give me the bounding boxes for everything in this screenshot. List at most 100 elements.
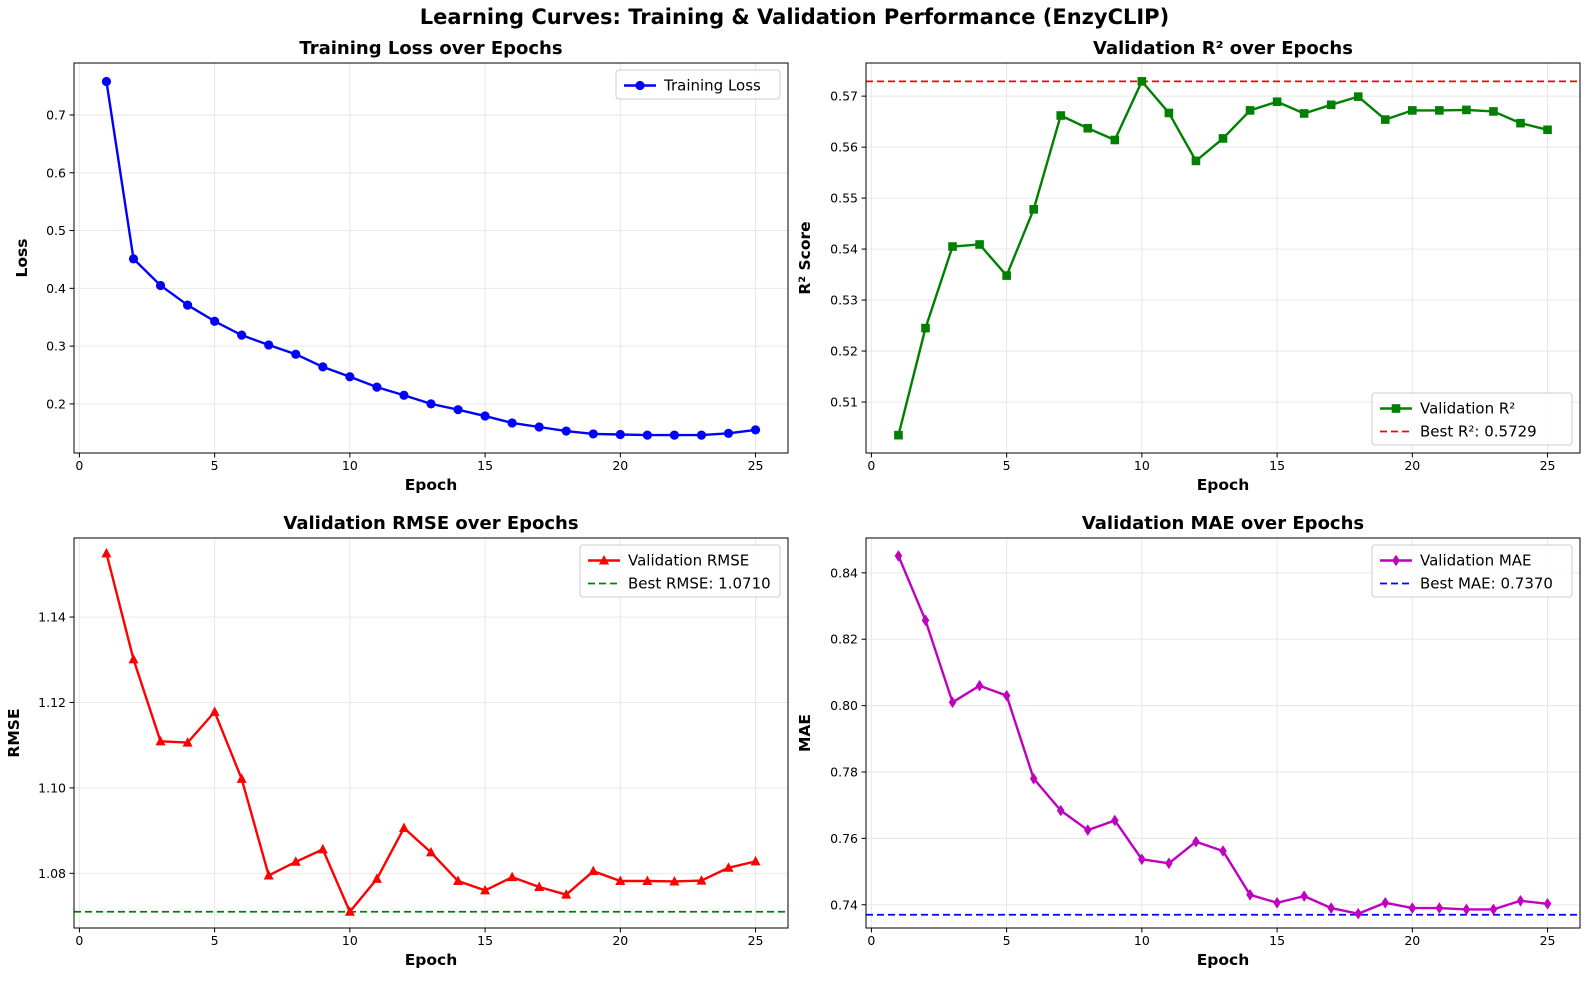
validation-r2-y-tick-label-3: 0.54 — [830, 242, 858, 257]
validation-r2-x-tick-label-2: 10 — [1134, 458, 1150, 473]
validation-r2-point-2 — [921, 323, 930, 333]
validation-mae-point-13 — [1219, 845, 1227, 857]
validation-r2-y-tick-label-2: 0.53 — [830, 293, 858, 308]
validation-rmse-legend-marker-0 — [599, 555, 609, 565]
validation-r2-point-23 — [1489, 107, 1498, 116]
training-loss-point-17 — [534, 422, 544, 432]
validation-r2-point-17 — [1326, 100, 1336, 110]
validation-r2-point-18 — [1353, 92, 1363, 101]
validation-r2-point-13 — [1218, 134, 1228, 143]
validation-mae-point-7 — [1056, 804, 1065, 817]
validation-rmse-point-5 — [209, 706, 220, 716]
validation-mae-point-11 — [1165, 857, 1173, 870]
validation-rmse-x-tick-label-0: 0 — [75, 933, 83, 948]
training-loss-point-8 — [291, 349, 301, 359]
validation-rmse-panel: 0 5 10 15 20 25 1.08 1.10 1.12 1.14 Validation RMS… — [5, 513, 789, 969]
training-loss-x-tick-label-0: 0 — [75, 458, 83, 473]
validation-r2-point-4 — [975, 240, 984, 249]
validation-r2-x-tick-label-1: 5 — [1003, 458, 1011, 473]
validation-mae-point-23 — [1489, 903, 1498, 916]
validation-mae-point-10 — [1138, 853, 1146, 866]
validation-r2-x-tick-label-5: 25 — [1540, 458, 1556, 473]
validation-mae-x-tick-label-1: 5 — [1003, 933, 1011, 948]
validation-mae-point-15 — [1273, 896, 1281, 909]
training-loss-point-12 — [399, 390, 409, 400]
validation-r2-x-tick-label-0: 0 — [867, 458, 875, 473]
training-loss-point-20 — [615, 429, 625, 440]
validation-rmse-point-10 — [344, 906, 355, 916]
validation-rmse-point-19 — [588, 865, 599, 876]
validation-r2-y-label: R² Score — [796, 221, 814, 294]
training-loss-point-14 — [453, 405, 463, 415]
validation-mae-point-4 — [975, 679, 984, 692]
validation-mae-point-6 — [1029, 772, 1038, 785]
validation-r2-point-20 — [1408, 106, 1417, 115]
validation-rmse-y-tick-label-0: 1.08 — [38, 866, 66, 881]
validation-rmse-point-13 — [426, 846, 436, 857]
validation-mae-y-tick-label-2: 0.78 — [830, 765, 858, 780]
validation-rmse-legend-box — [579, 544, 781, 598]
validation-mae-point-5 — [1002, 689, 1011, 702]
validation-mae-y-tick-label-1: 0.76 — [830, 831, 858, 846]
training-loss-y-label: Loss — [13, 239, 31, 278]
training-loss-point-25 — [750, 425, 761, 435]
training-loss-axes-frame — [73, 62, 789, 454]
training-loss-y-tick-label-1: 0.3 — [46, 339, 66, 354]
validation-r2-point-7 — [1056, 111, 1066, 120]
validation-rmse-y-tick-label-1: 1.10 — [38, 780, 66, 795]
training-loss-point-18 — [561, 426, 571, 436]
training-loss-y-tick-label-4: 0.6 — [46, 165, 66, 180]
training-loss-point-23 — [696, 430, 707, 440]
validation-rmse-point-7 — [263, 869, 274, 880]
validation-rmse-y-tick-label-3: 1.14 — [38, 610, 66, 625]
validation-rmse-x-tick-label-3: 15 — [477, 933, 493, 948]
validation-mae-point-14 — [1246, 889, 1254, 901]
validation-r2-legend-label-0: Validation R² — [1420, 400, 1515, 418]
training-loss-y-tick-label-5: 0.7 — [46, 108, 66, 123]
validation-r2-y-tick-label-6: 0.57 — [830, 89, 858, 104]
training-loss-point-3 — [155, 280, 166, 291]
validation-r2-title: Validation R² over Epochs — [1093, 38, 1353, 59]
validation-mae-point-17 — [1327, 902, 1335, 914]
validation-r2-legend: Validation R² Best R²: 0.5729 — [1371, 392, 1573, 446]
validation-rmse-x-tick-label-4: 20 — [612, 933, 628, 948]
training-loss-point-22 — [669, 430, 680, 440]
validation-mae-legend: Validation MAE Best MAE: 0.7370 — [1371, 544, 1573, 598]
validation-r2-y-tick-label-4: 0.55 — [830, 191, 858, 206]
validation-rmse-point-15 — [480, 884, 491, 895]
validation-r2-panel: 0 5 10 15 20 25 0.51 0.52 0.53 0.54 0.55 0.56 0.57 Va… — [796, 38, 1581, 494]
validation-rmse-y-label: RMSE — [5, 708, 23, 757]
validation-r2-point-11 — [1164, 108, 1174, 118]
validation-rmse-legend-label-0: Validation RMSE — [628, 552, 749, 570]
validation-mae-x-tick-label-5: 25 — [1540, 933, 1556, 948]
training-loss-legend-label-0: Training Loss — [663, 77, 761, 95]
training-loss-point-16 — [507, 418, 517, 428]
validation-r2-y-tick-label-1: 0.52 — [830, 344, 858, 359]
validation-r2-point-24 — [1516, 118, 1525, 128]
validation-mae-point-21 — [1435, 902, 1444, 914]
training-loss-point-21 — [642, 430, 652, 440]
training-loss-series-line — [105, 81, 756, 437]
validation-r2-point-21 — [1435, 106, 1444, 115]
validation-rmse-point-11 — [371, 873, 382, 883]
validation-mae-legend-label-1: Best MAE: 0.7370 — [1420, 575, 1553, 593]
validation-r2-point-22 — [1462, 105, 1471, 115]
validation-mae-point-22 — [1462, 903, 1471, 916]
training-loss-point-2 — [128, 254, 139, 264]
validation-mae-y-tick-label-4: 0.82 — [830, 632, 858, 647]
training-loss-x-tick-label-4: 20 — [612, 458, 628, 473]
validation-rmse-point-8 — [290, 856, 301, 866]
validation-rmse-point-2 — [128, 653, 139, 664]
validation-r2-point-1 — [894, 430, 903, 440]
training-loss-point-15 — [480, 411, 490, 421]
validation-rmse-point-12 — [398, 822, 409, 833]
training-loss-point-1 — [101, 76, 112, 87]
validation-rmse-point-17 — [534, 881, 545, 891]
validation-mae-series-line — [897, 555, 1548, 915]
training-loss-title: Training Loss over Epochs — [299, 38, 562, 59]
validation-mae-legend-label-0: Validation MAE — [1420, 552, 1532, 570]
training-loss-point-24 — [723, 428, 734, 438]
training-loss-point-19 — [588, 429, 598, 439]
